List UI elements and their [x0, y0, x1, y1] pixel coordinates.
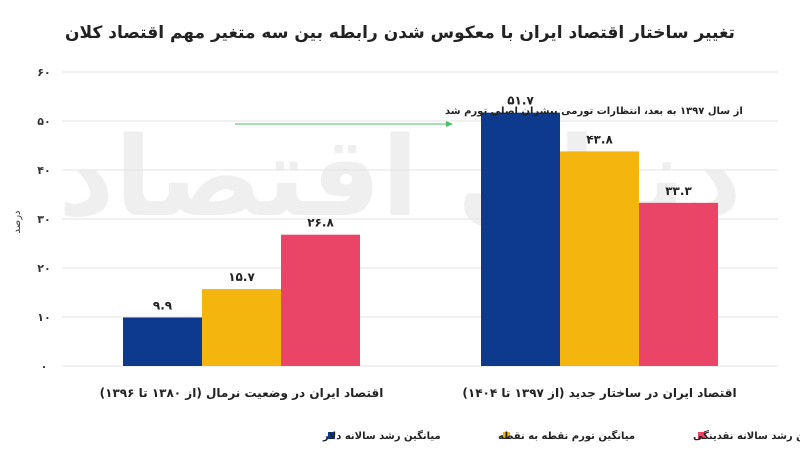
bars	[123, 112, 718, 366]
legend-swatch	[503, 432, 510, 439]
chart-title: تغییر ساختار اقتصاد ایران با معکوس شدن ر…	[65, 23, 735, 43]
y-axis-label: درصد	[12, 210, 23, 233]
legend-swatch	[698, 432, 705, 439]
y-tick-label: ۳۰	[37, 213, 50, 226]
bar	[202, 289, 281, 366]
data-label: ۲۶.۸	[307, 216, 334, 230]
legend-swatch	[328, 432, 335, 439]
category-label: اقتصاد ایران در ساختار جدید (از ۱۳۹۷ تا …	[462, 386, 736, 400]
y-tick-label: ۰	[41, 360, 48, 373]
bar	[639, 202, 718, 366]
y-tick-label: ۶۰	[37, 66, 50, 79]
y-tick-label: ۴۰	[37, 164, 50, 177]
y-axis-ticks: ۰ ۱۰ ۲۰ ۳۰ ۴۰ ۵۰ ۶۰	[37, 66, 50, 373]
legend-label: میانگین رشد سالانه نقدینگی	[693, 429, 800, 442]
bar	[281, 234, 360, 366]
annotation: از سال ۱۳۹۷ به بعد، انتظارات تورمی پیشرا…	[235, 106, 743, 127]
bar	[560, 151, 639, 366]
y-tick-label: ۲۰	[37, 262, 50, 275]
data-label: ۱۵.۷	[228, 270, 255, 284]
data-label: ۹.۹	[153, 298, 173, 312]
y-tick-label: ۱۰	[37, 311, 50, 324]
y-tick-label: ۵۰	[37, 115, 50, 128]
annotation-arrow-head	[446, 121, 453, 127]
data-label: ۵۱.۷	[507, 94, 534, 108]
legend-label: میانگین تورم نقطه به نقطه	[498, 429, 635, 442]
bar	[481, 112, 560, 366]
legend: میانگین رشد سالانه دلار میانگین تورم نقطه…	[322, 429, 800, 442]
data-label: ۴۳.۸	[586, 132, 613, 146]
annotation-text: از سال ۱۳۹۷ به بعد، انتظارات تورمی پیشرا…	[445, 106, 743, 117]
bar	[123, 317, 202, 366]
category-label: اقتصاد ایران در وضعیت نرمال (از ۱۳۸۰ تا …	[100, 386, 384, 401]
category-labels: اقتصاد ایران در وضعیت نرمال (از ۱۳۸۰ تا …	[100, 386, 737, 401]
data-labels: ۹.۹ ۱۵.۷ ۲۶.۸ ۵۱.۷ ۴۳.۸ ۳۳.۳	[153, 94, 693, 313]
data-label: ۳۳.۳	[665, 184, 692, 198]
legend-label: میانگین رشد سالانه دلار	[322, 429, 441, 442]
